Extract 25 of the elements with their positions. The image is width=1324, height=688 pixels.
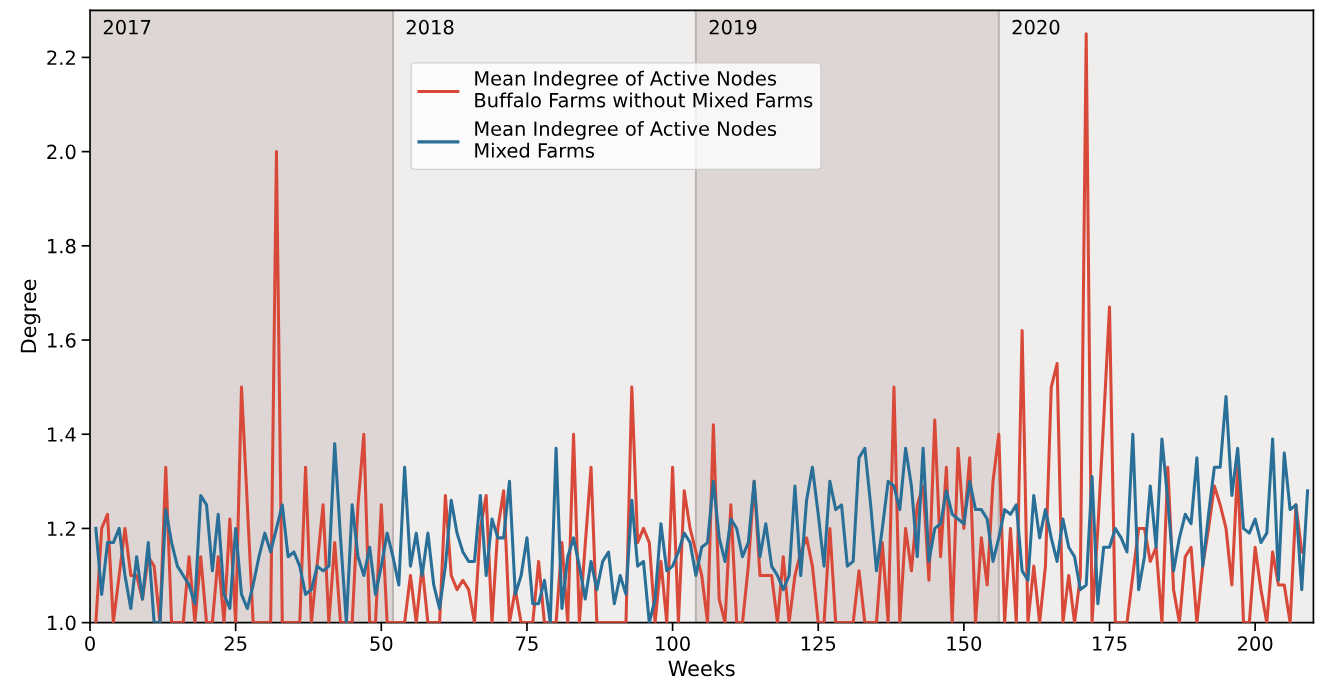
y-tick-label: 1.4: [48, 427, 76, 442]
x-tick-label: 200: [1238, 636, 1273, 651]
line-series: [94, 395, 1310, 623]
legend-label: Mean Indegree of Active Nodes Buffalo Farms without Mixed Farms: [475, 70, 813, 108]
y-tick-label: 1.8: [48, 238, 76, 254]
y-tick-label: 1.2: [48, 521, 75, 536]
x-tick-label: 125: [801, 636, 836, 651]
y-tick-label: 2.2: [47, 50, 75, 65]
y-tick-label: 1.0: [48, 615, 76, 631]
x-tick-label: 75: [516, 636, 538, 651]
band-label: 2019: [709, 19, 757, 35]
x-tick-label: 0: [85, 636, 95, 651]
x-axis-title: Weeks: [668, 660, 735, 677]
band-label: 2017: [103, 19, 151, 35]
legend-label: Mean Indegree of Active Nodes Mixed Farms: [475, 121, 777, 158]
y-tick-label: 1.6: [48, 332, 76, 348]
x-tick-label: 150: [947, 636, 982, 651]
y-axis-title: Degree: [20, 279, 41, 353]
x-tick-label: 175: [1093, 636, 1127, 651]
band-label: 2020: [1012, 19, 1060, 35]
x-tick-label: 25: [224, 636, 247, 651]
x-tick-label: 50: [370, 636, 393, 651]
x-tick-label: 100: [656, 636, 690, 651]
band-label: 2018: [406, 19, 454, 35]
y-tick-label: 2.0: [47, 144, 76, 160]
